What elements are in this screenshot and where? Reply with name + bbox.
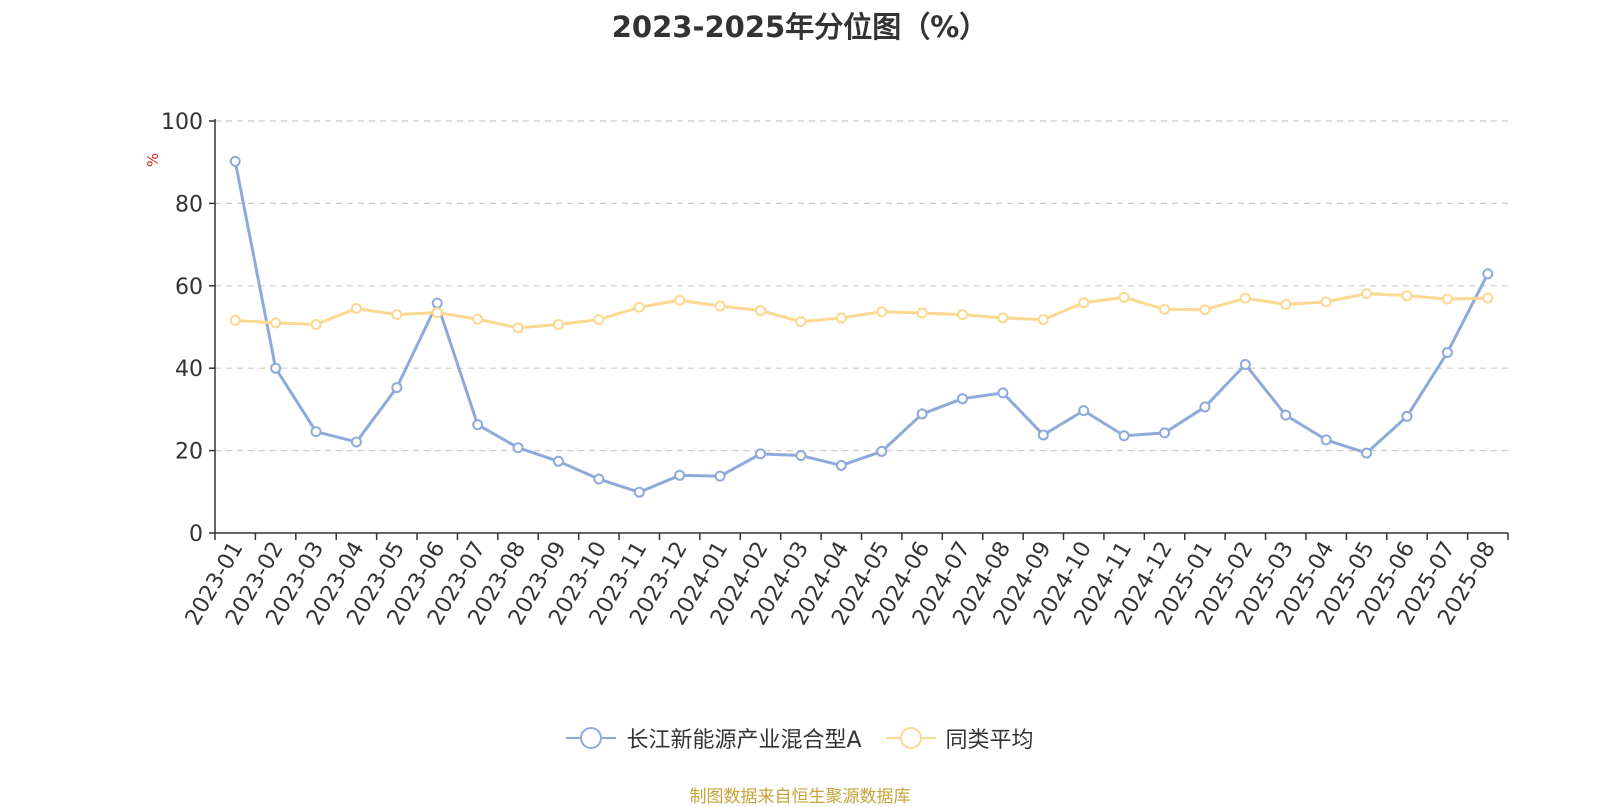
data-point (1482, 268, 1494, 280)
data-point (512, 322, 524, 334)
data-point (1280, 298, 1292, 310)
data-point (916, 408, 928, 420)
data-point (674, 294, 686, 306)
legend-item-average[interactable]: 同类平均 (885, 722, 1034, 754)
data-point (1159, 303, 1171, 315)
chart-title: 2023-2025年分位图（%） (611, 10, 989, 44)
data-point (1320, 434, 1332, 446)
data-point (1441, 293, 1453, 305)
data-point (754, 305, 766, 317)
data-point (1482, 292, 1494, 304)
data-point (1361, 447, 1373, 459)
data-point (633, 486, 645, 498)
data-point (916, 307, 928, 319)
legend-label-fund: 长江新能源产业混合型A (626, 728, 862, 753)
data-point (270, 317, 282, 329)
data-point (431, 297, 443, 309)
data-point (1118, 430, 1130, 442)
data-point (714, 300, 726, 312)
data-point (1159, 427, 1171, 439)
data-point (229, 155, 241, 167)
data-point (1199, 401, 1211, 413)
data-point (876, 306, 888, 318)
series-line-0 (233, 161, 1490, 494)
data-point (997, 312, 1009, 324)
legend-label-average: 同类平均 (945, 728, 1034, 753)
y-tick-label: 20 (175, 440, 203, 465)
data-point (795, 316, 807, 328)
data-point (350, 436, 362, 448)
data-point (391, 309, 403, 321)
data-point (431, 307, 443, 319)
data-point (512, 442, 524, 454)
data-point (310, 426, 322, 438)
legend-item-fund[interactable]: 长江新能源产业混合型A (566, 722, 862, 754)
data-point (593, 473, 605, 485)
data-point (1239, 358, 1251, 370)
data-point (472, 419, 484, 431)
data-point (835, 312, 847, 324)
data-point (795, 450, 807, 462)
data-point (633, 301, 645, 313)
data-point (714, 470, 726, 482)
data-point (674, 469, 686, 481)
x-tick-labels: 2023-012023-022023-032023-042023-052023-… (181, 533, 1509, 630)
y-axis-label: % (144, 153, 162, 167)
data-point (229, 314, 241, 326)
data-point (552, 319, 564, 331)
data-point (1199, 304, 1211, 316)
series-lines (229, 155, 1494, 498)
grid-lines (215, 120, 1508, 452)
data-point (1078, 297, 1090, 309)
data-point (1401, 290, 1413, 302)
data-point (957, 393, 969, 405)
data-point (1361, 288, 1373, 300)
data-point (1401, 410, 1413, 422)
data-point (957, 309, 969, 321)
data-point (754, 448, 766, 460)
data-point (1037, 314, 1049, 326)
y-tick-label: 40 (175, 357, 203, 382)
legend: 长江新能源产业混合型A 同类平均 (0, 722, 1600, 754)
legend-marker-fund-icon (566, 727, 617, 749)
data-point (593, 314, 605, 326)
source-note: 制图数据来自恒生聚源数据库 (689, 787, 911, 807)
data-point (1037, 429, 1049, 441)
y-tick-label: 60 (175, 275, 203, 300)
data-point (835, 459, 847, 471)
data-point (391, 382, 403, 394)
legend-marker-average-icon (885, 727, 936, 749)
data-point (472, 313, 484, 325)
data-point (876, 445, 888, 457)
data-point (1280, 409, 1292, 421)
data-point (1239, 292, 1251, 304)
data-point (270, 362, 282, 374)
y-tick-label: 80 (175, 192, 203, 217)
data-point (1078, 405, 1090, 417)
data-point (1320, 296, 1332, 308)
y-tick-label: 0 (189, 522, 203, 547)
data-point (997, 387, 1009, 399)
y-tick-label: 100 (161, 110, 203, 135)
data-point (1441, 347, 1453, 359)
series-line-1 (235, 292, 1488, 330)
y-tick-labels: 0 20 40 60 80 100 (161, 110, 215, 547)
line-chart: 0 20 40 60 80 100 2023-012023-022023-032023-0… (144, 110, 1509, 630)
data-point (310, 319, 322, 331)
data-point (552, 455, 564, 467)
data-point (1118, 291, 1130, 303)
data-point (350, 302, 362, 314)
axes (214, 119, 1508, 534)
